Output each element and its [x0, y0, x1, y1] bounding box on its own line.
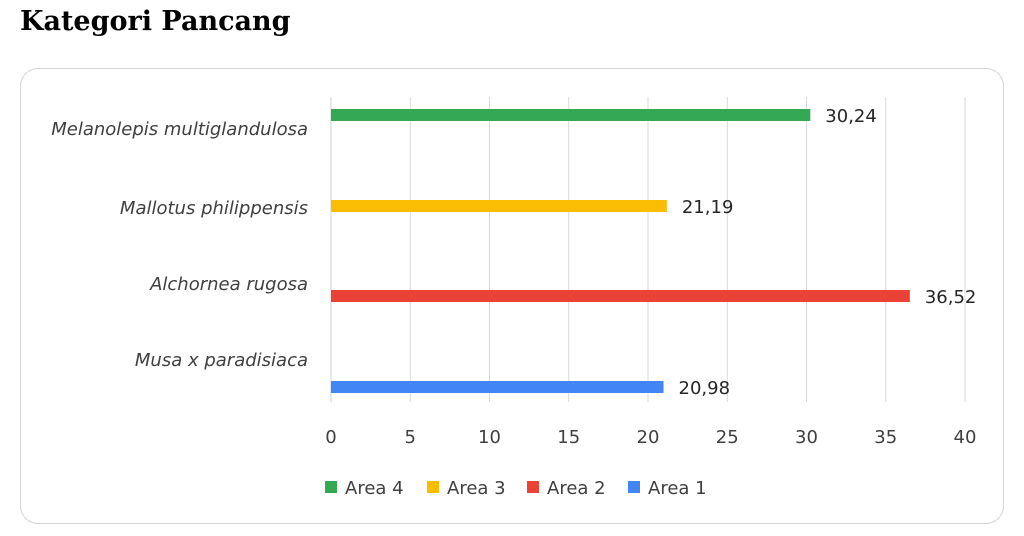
x-tick-label: 10	[478, 427, 501, 448]
category-label: Melanolepis multiglandulosa	[51, 119, 308, 140]
page-heading: Kategori Pancang	[20, 6, 291, 37]
legend-label: Area 3	[447, 478, 506, 499]
x-tick-label: 25	[716, 427, 739, 448]
x-tick-label: 35	[874, 427, 897, 448]
legend-label: Area 2	[547, 478, 606, 499]
category-label: Musa x paradisiaca	[135, 350, 308, 371]
bar	[331, 290, 910, 302]
category-label: Alchornea rugosa	[149, 274, 308, 295]
data-label: 21,19	[682, 197, 734, 218]
data-label: 30,24	[825, 106, 877, 127]
category-label: Mallotus philippensis	[120, 198, 308, 219]
legend-label: Area 4	[345, 478, 404, 499]
legend-swatch	[527, 481, 539, 493]
bar	[331, 381, 664, 393]
x-tick-label: 0	[325, 427, 336, 448]
data-label: 36,52	[925, 287, 977, 308]
legend-swatch	[427, 481, 439, 493]
legend-swatch	[628, 481, 640, 493]
x-tick-label: 20	[637, 427, 660, 448]
legend-swatch	[325, 481, 337, 493]
x-tick-label: 5	[405, 427, 416, 448]
data-label: 20,98	[679, 378, 731, 399]
bar	[331, 109, 811, 121]
bar	[331, 200, 667, 212]
x-tick-label: 15	[557, 427, 580, 448]
x-tick-label: 30	[795, 427, 818, 448]
x-tick-label: 40	[954, 427, 977, 448]
legend-label: Area 1	[648, 478, 707, 499]
